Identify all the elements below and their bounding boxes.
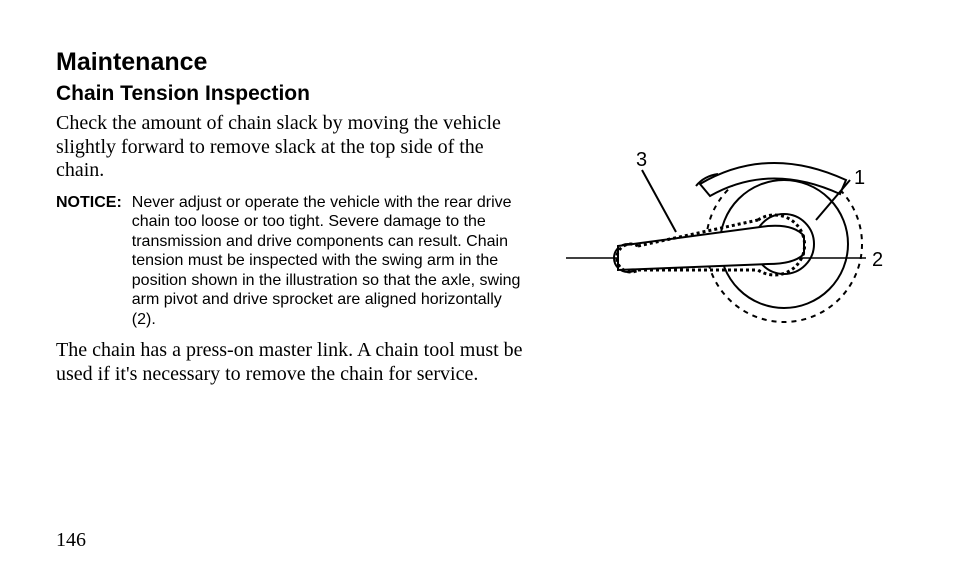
page: Maintenance Chain Tension Inspection Che… [0,0,954,588]
notice-label: NOTICE: [56,193,122,330]
page-number: 146 [56,529,86,552]
figure-callout-1: 1 [854,167,865,189]
section-title: Maintenance [56,48,898,77]
figure-callout-3: 3 [636,149,647,171]
text-column: Check the amount of chain slack by movin… [56,112,524,397]
figure-column: 3 1 2 [548,112,898,397]
section-subtitle: Chain Tension Inspection [56,81,898,106]
notice-body: Never adjust or operate the vehicle with… [132,193,524,330]
outro-paragraph: The chain has a press-on master link. A … [56,339,524,386]
figure-callout-2: 2 [872,249,883,271]
two-column-layout: Check the amount of chain slack by movin… [56,112,898,397]
chain-tension-figure: 3 1 2 [548,136,898,356]
figure-svg: 3 1 2 [558,136,888,356]
notice-block: NOTICE: Never adjust or operate the vehi… [56,193,524,330]
intro-paragraph: Check the amount of chain slack by movin… [56,112,524,183]
